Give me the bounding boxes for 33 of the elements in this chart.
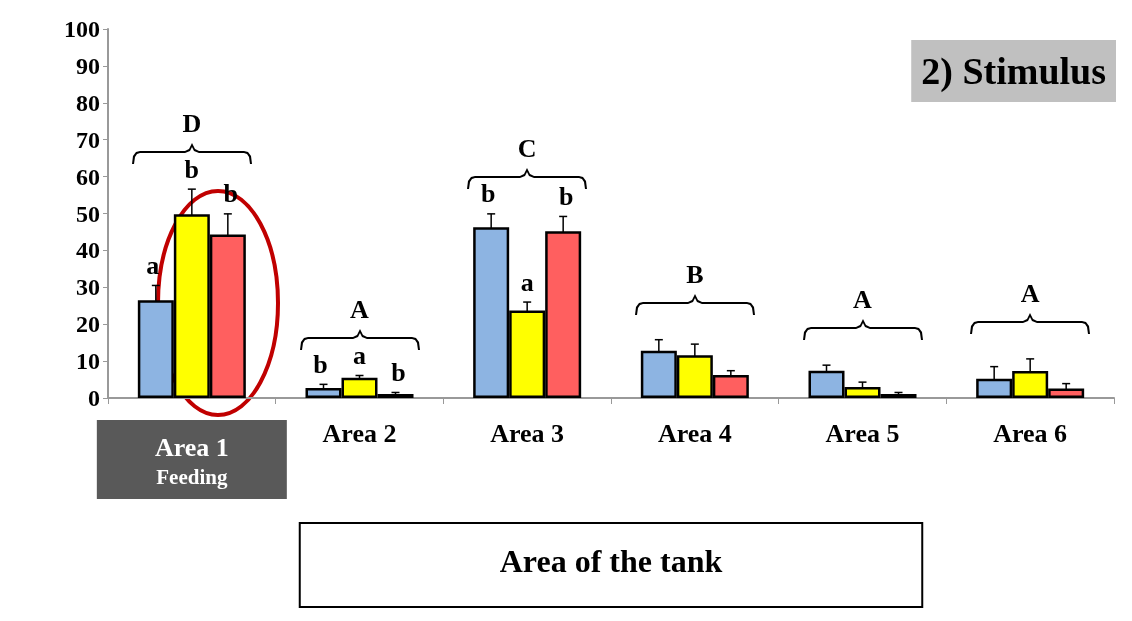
x-tick-label: Area 5 xyxy=(825,418,900,448)
data-label: a xyxy=(520,267,534,297)
annotation: B xyxy=(685,259,705,291)
annotation: A xyxy=(1019,278,1041,310)
y-tick-label: 20 xyxy=(76,311,100,338)
annotation: A xyxy=(349,295,370,327)
annotation: D xyxy=(181,109,203,141)
y-tick-label: 80 xyxy=(76,89,100,116)
y-tick-label: 90 xyxy=(76,52,100,79)
text: 2) Stimulus xyxy=(921,50,1107,93)
data-label: b xyxy=(313,349,328,379)
y-tick-label: 100 xyxy=(64,16,100,42)
x-tick-label: Area 1 Feeding xyxy=(154,432,229,489)
data-label: a xyxy=(353,340,366,370)
x-tick-label: Area 3 xyxy=(490,418,565,448)
y-tick-label: 0 xyxy=(88,385,100,411)
y-tick-label: 50 xyxy=(76,200,100,227)
x-tick-label: Area 4 xyxy=(657,418,732,448)
data-label: b xyxy=(391,357,406,387)
annotation: A xyxy=(852,285,873,317)
y-tick-label: 60 xyxy=(76,163,100,190)
y-tick-label: 30 xyxy=(76,274,100,301)
x-axis-title: Area of the tank xyxy=(499,543,723,579)
data-label: b xyxy=(184,154,200,184)
x-tick-label: Area 6 xyxy=(993,418,1068,448)
y-tick-label: 70 xyxy=(76,126,100,153)
data-label: a xyxy=(146,250,160,280)
y-tick-label: 40 xyxy=(76,237,100,264)
y-tick-label: 10 xyxy=(76,348,100,375)
annotation: C xyxy=(516,133,538,165)
x-tick-label: Area 2 xyxy=(322,418,397,448)
data-label: b xyxy=(480,179,496,209)
data-label: b xyxy=(558,181,574,211)
